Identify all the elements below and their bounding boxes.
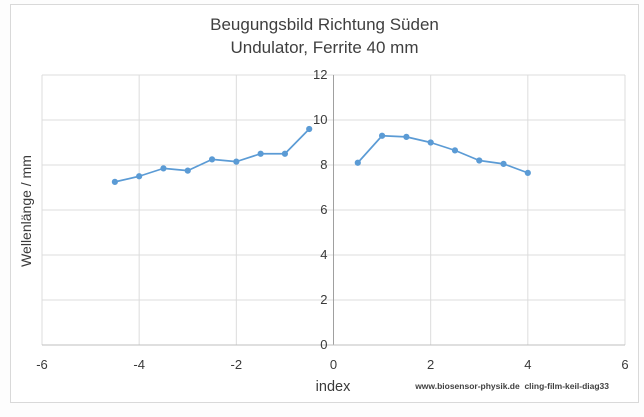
chart-frame: Beugungsbild Richtung Süden Undulator, F…: [10, 4, 639, 403]
x-tick-label: -4: [133, 357, 145, 372]
series-line: [114, 128, 311, 183]
x-axis-title: index: [315, 379, 351, 395]
data-point-marker: [403, 133, 410, 140]
y-tick-label: 10: [313, 112, 327, 127]
data-point-marker: [354, 159, 361, 166]
x-tick-label: 6: [621, 357, 628, 372]
data-point-marker: [257, 150, 264, 157]
x-tick-label: 2: [427, 357, 434, 372]
data-point-marker: [160, 165, 167, 172]
y-tick-label: 6: [320, 202, 327, 217]
data-point-marker: [427, 139, 434, 146]
x-tick-label: 0: [330, 357, 337, 372]
data-point-marker: [208, 156, 216, 163]
data-point-marker: [500, 160, 507, 167]
chart-subtitle: Undulator, Ferrite 40 mm: [230, 38, 419, 57]
data-point-marker: [306, 125, 313, 133]
chart-title: Beugungsbild Richtung Süden: [210, 15, 439, 34]
x-tick-label: -6: [36, 357, 48, 372]
y-tick-label: 12: [313, 67, 327, 82]
data-point-marker: [111, 178, 118, 185]
watermark-text: www.biosensor-physik.de cling-film-keil-…: [415, 381, 609, 391]
chart-title-block: Beugungsbild Richtung Süden Undulator, F…: [11, 13, 638, 59]
y-tick-label: 2: [320, 292, 327, 307]
data-point-marker: [233, 158, 240, 165]
x-tick-label: -2: [231, 357, 243, 372]
y-tick-label: 8: [320, 157, 327, 172]
data-point-marker: [451, 147, 459, 154]
data-point-marker: [476, 157, 483, 164]
series-line: [356, 134, 529, 174]
plot-area: 0 2 4 6 8 10 12 -6 -4 -2 0 2 4 6: [36, 67, 628, 372]
data-point-marker: [378, 132, 386, 139]
data-point-marker: [524, 169, 531, 176]
y-axis-title: Wellenlänge / mm: [18, 155, 34, 267]
x-tick-label: 4: [524, 357, 531, 372]
y-tick-label: 0: [320, 337, 327, 352]
data-point-marker: [136, 173, 143, 180]
data-point-marker: [281, 150, 289, 157]
y-tick-label: 4: [320, 247, 327, 262]
data-point-marker: [184, 167, 191, 174]
